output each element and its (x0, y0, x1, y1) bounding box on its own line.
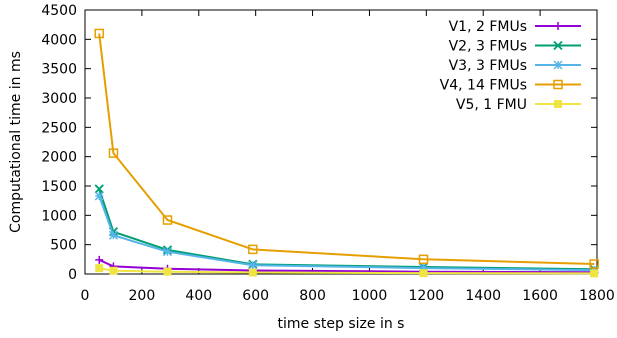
data-point (163, 267, 172, 276)
series-5 (95, 264, 599, 278)
legend-label: V2, 3 FMUs (449, 39, 527, 55)
x-tick-label: 400 (185, 288, 212, 304)
legend-marker (553, 60, 563, 70)
data-point (108, 148, 119, 158)
x-tick-label: 800 (299, 288, 326, 304)
series-line (98, 188, 595, 271)
data-point (94, 184, 104, 194)
data-point (248, 260, 258, 270)
y-tick-label: 3500 (41, 62, 77, 78)
y-tick-label: 1000 (41, 208, 77, 224)
data-point (419, 269, 428, 278)
series-group (94, 28, 599, 278)
x-axis-label: time step size in s (278, 316, 405, 332)
x-tick-label: 1400 (465, 288, 501, 304)
legend-label: V4, 14 FMUs (440, 78, 527, 94)
legend: V1, 2 FMUs V2, 3 FMUs V3, 3 FMUs V4, 14 FMU… (440, 19, 581, 113)
legend-marker (554, 100, 562, 108)
series-line (98, 195, 595, 272)
data-point (418, 263, 428, 273)
y-tick-label: 3000 (41, 91, 77, 107)
data-point (94, 191, 104, 201)
data-point (95, 264, 104, 273)
legend-label: V3, 3 FMUs (449, 58, 527, 74)
series-line (98, 33, 595, 265)
data-point (162, 247, 172, 257)
x-tick-label: 1600 (522, 288, 558, 304)
x-tick-label: 0 (81, 288, 90, 304)
series-line (98, 258, 595, 274)
data-point (248, 268, 257, 277)
data-point (590, 269, 599, 278)
data-point (94, 28, 104, 39)
y-tick-label: 1500 (41, 179, 77, 195)
y-tick-label: 4500 (41, 3, 77, 19)
data-point (418, 254, 429, 265)
data-point (108, 230, 118, 240)
axis-ticks: 0 500 1000 1500 2000 2500 3000 3500 4000 4500 0 200… (41, 3, 614, 304)
y-tick-label: 4000 (41, 32, 77, 48)
x-tick-label: 1200 (409, 288, 445, 304)
legend-marker (553, 79, 563, 90)
data-point (589, 259, 599, 269)
data-point (248, 244, 258, 255)
y-tick-label: 2000 (41, 150, 77, 166)
plot-frame (84, 9, 598, 275)
series-3 (94, 191, 599, 275)
y-axis-label: Computational time in ms (8, 51, 24, 233)
x-tick-label: 1000 (352, 288, 388, 304)
y-tick-label: 500 (50, 238, 77, 254)
y-tick-label: 0 (68, 267, 77, 283)
x-tick-label: 1800 (579, 288, 615, 304)
y-tick-label: 2500 (41, 120, 77, 136)
legend-label: V5, 1 FMU (456, 97, 527, 113)
series-2 (94, 184, 599, 274)
data-point (95, 255, 104, 264)
x-tick-label: 200 (129, 288, 156, 304)
legend-marker (553, 40, 563, 51)
legend-label: V1, 2 FMUs (449, 19, 527, 35)
legend-marker (554, 22, 562, 30)
data-point (109, 266, 118, 275)
series-4 (94, 28, 599, 269)
x-tick-label: 600 (242, 288, 269, 304)
data-point (162, 215, 173, 225)
